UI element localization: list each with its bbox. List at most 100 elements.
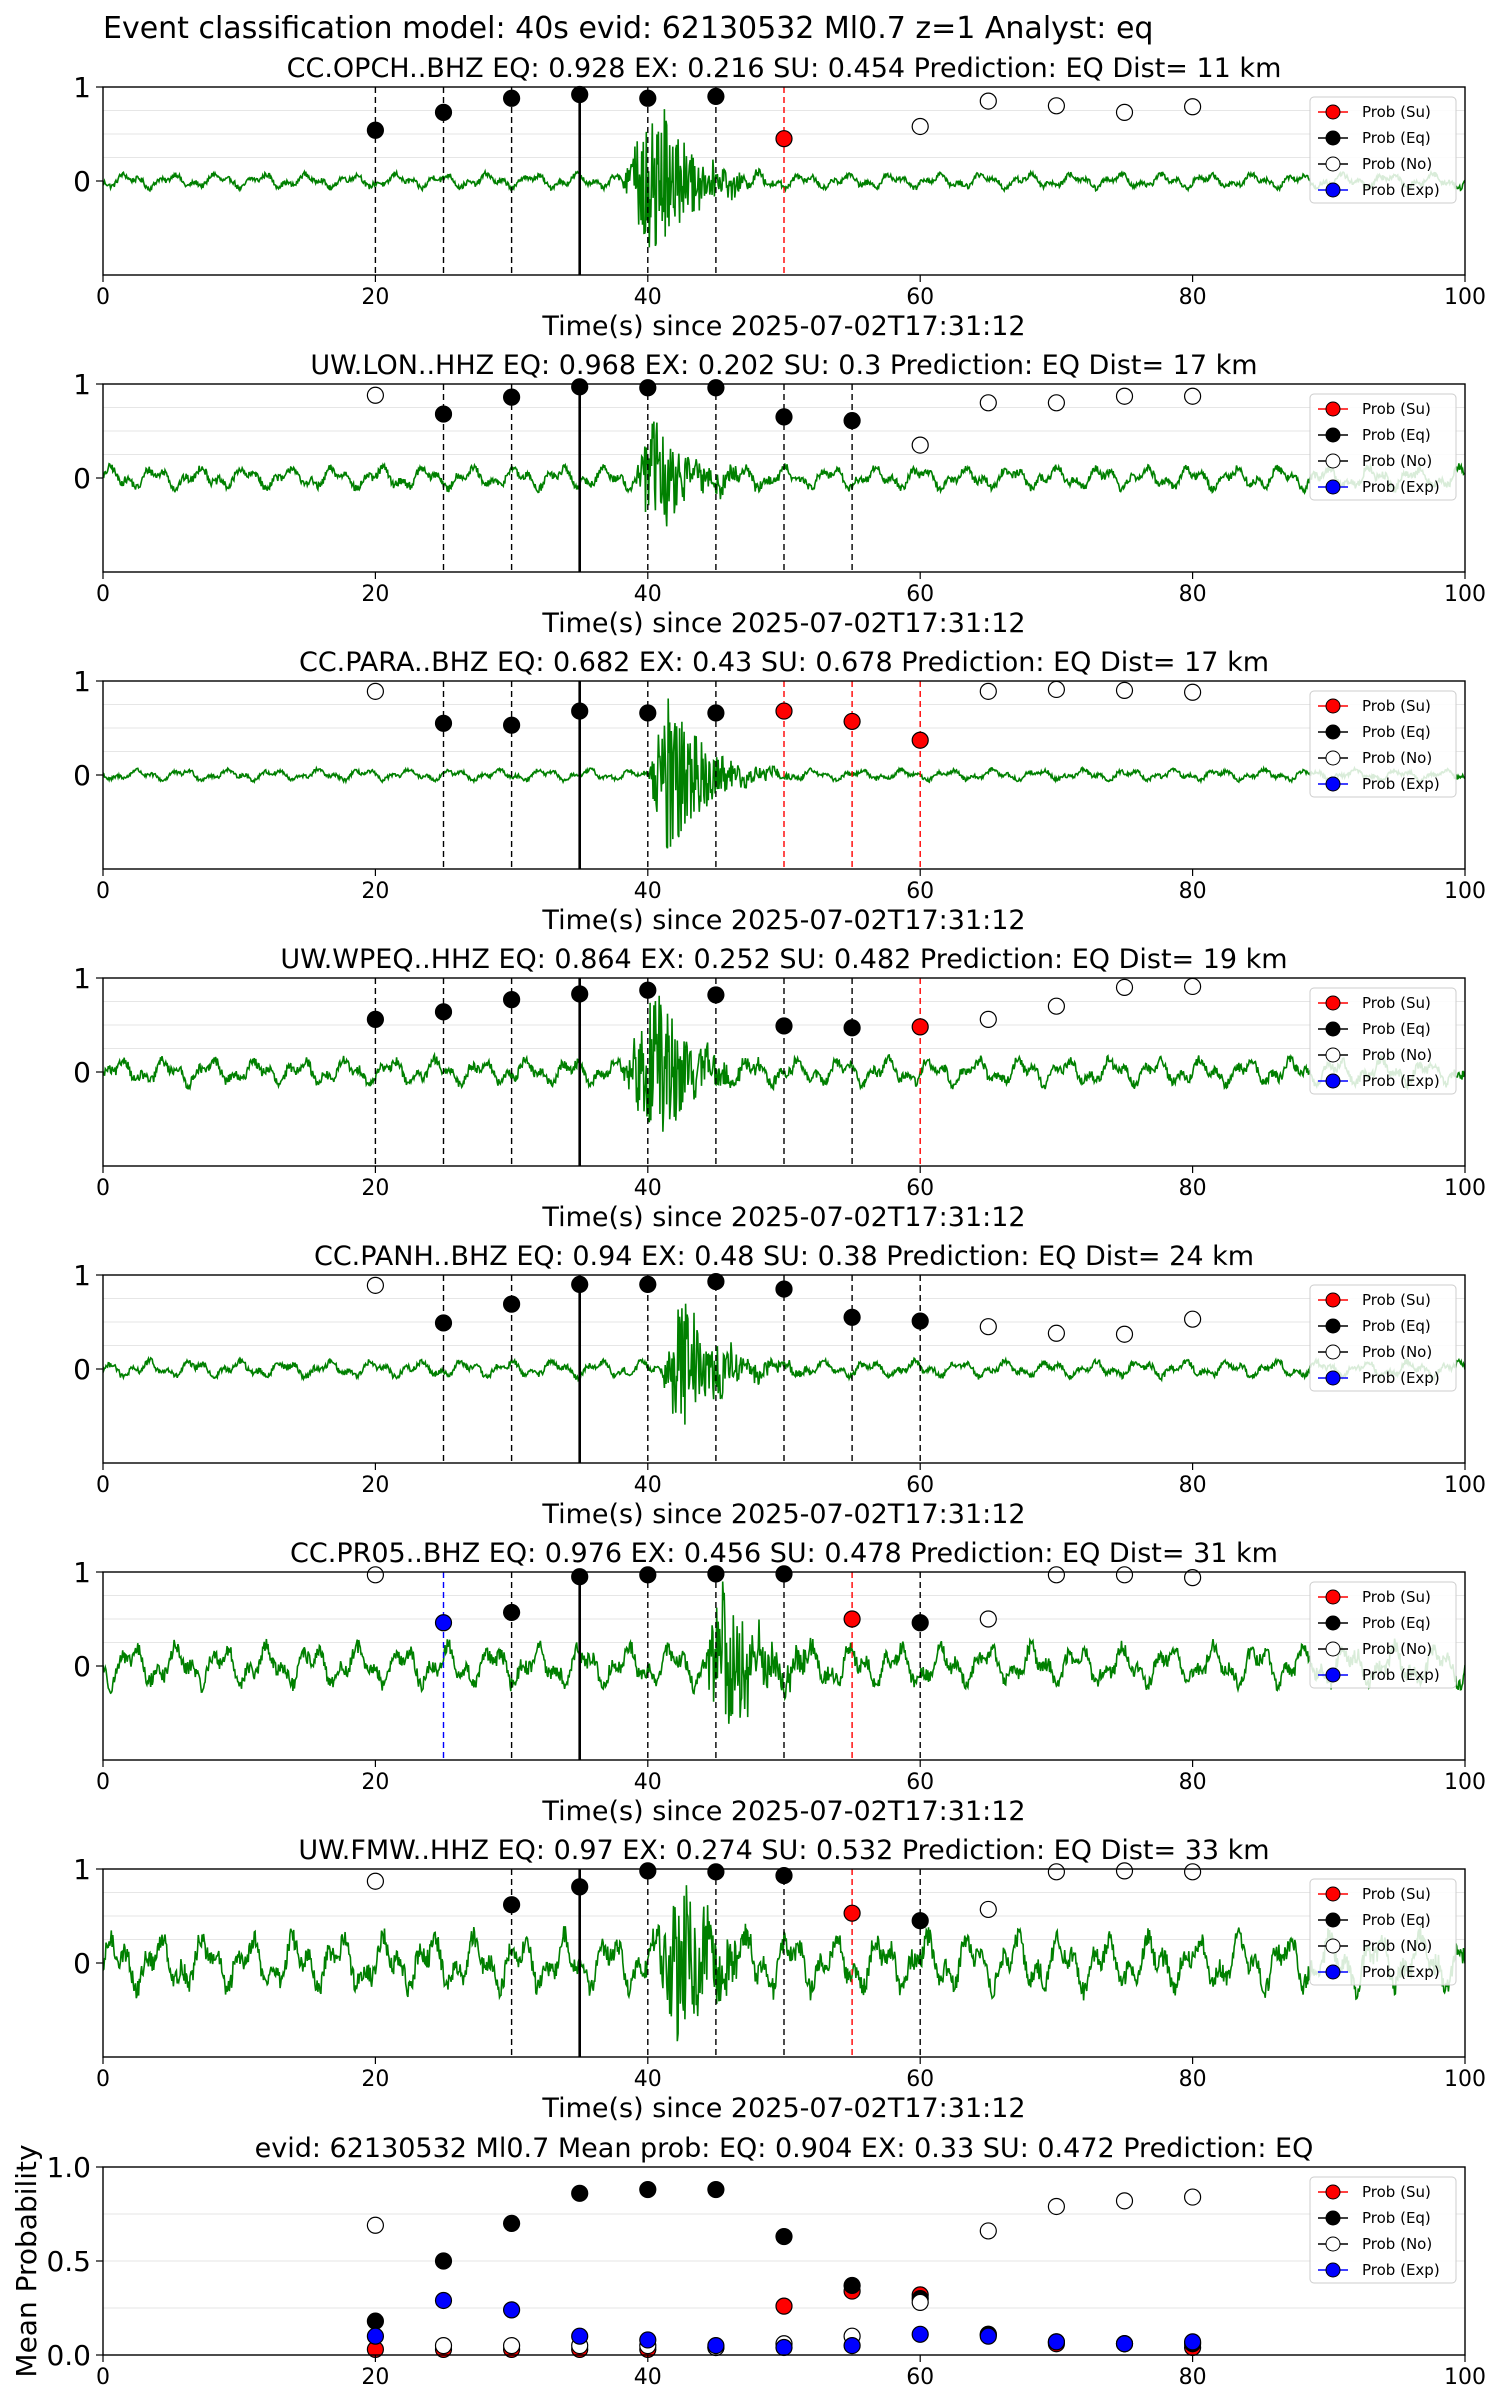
prob-marker-eq (775, 408, 793, 426)
axes-frame (102, 86, 1466, 276)
mean-marker-no (503, 2337, 521, 2355)
x-tick-label: 40 (634, 2365, 662, 2390)
prob-marker-su (843, 1904, 861, 1922)
legend-marker-eq (1325, 427, 1341, 443)
x-tick-label: 20 (361, 582, 389, 607)
x-tick-label: 0 (96, 582, 110, 607)
x-axis-label: Time(s) since 2025-07-02T17:31:12 (541, 1796, 1025, 1827)
legend-box (1309, 393, 1457, 501)
legend-box (1309, 2176, 1457, 2284)
panel-title: CC.PARA..BHZ EQ: 0.682 EX: 0.43 SU: 0.67… (299, 647, 1269, 678)
legend-marker-su (1325, 995, 1341, 1011)
y-tick-label: 0 (73, 1056, 91, 1089)
prob-marker-no (1047, 997, 1066, 1015)
prob-marker-eq (775, 1017, 793, 1035)
panel-title: evid: 62130532 Ml0.7 Mean prob: EQ: 0.90… (255, 2133, 1314, 2164)
prob-marker-no (1115, 681, 1134, 700)
legend-marker-eq (1325, 1912, 1341, 1928)
x-tick-label: 100 (1444, 2067, 1486, 2092)
legend-label-exp: Prob (Exp) (1362, 1072, 1440, 1090)
x-tick-label: 60 (906, 582, 934, 607)
axes-frame (102, 977, 1466, 1167)
mean-marker-no (1183, 2188, 1202, 2206)
prob-marker-no (979, 1318, 997, 1336)
prob-marker-eq (639, 379, 657, 397)
legend-marker-exp (1325, 479, 1341, 495)
x-tick-label: 20 (361, 285, 389, 310)
legend-label-exp: Prob (Exp) (1362, 775, 1440, 793)
panel-4: UW.WPEQ..HHZ EQ: 0.864 EX: 0.252 SU: 0.4… (73, 944, 1486, 1233)
mean-marker-eq (571, 2184, 589, 2202)
legend-label-exp: Prob (Exp) (1362, 1369, 1440, 1387)
legend-marker-no (1325, 1641, 1341, 1657)
x-tick-label: 40 (634, 285, 662, 310)
legend-label-exp: Prob (Exp) (1362, 1666, 1440, 1684)
y-tick-label: 1 (73, 71, 91, 104)
x-tick-label: 60 (906, 1176, 934, 1201)
legend-marker-exp (1325, 1667, 1341, 1683)
panel-title: UW.FMW..HHZ EQ: 0.97 EX: 0.274 SU: 0.532… (298, 1835, 1269, 1866)
legend-label-eq: Prob (Eq) (1362, 2209, 1431, 2227)
prob-marker-no (1115, 103, 1134, 121)
prob-marker-eq (911, 1312, 929, 1330)
prob-marker-no (979, 1010, 997, 1028)
mean-marker-no (979, 2222, 997, 2240)
prob-marker-eq (707, 704, 725, 722)
mean-marker-exp (434, 2291, 453, 2310)
prob-marker-eq (571, 1275, 589, 1294)
x-tick-label: 0 (96, 1473, 110, 1498)
x-tick-label: 80 (1179, 2365, 1207, 2390)
prob-marker-no (1047, 680, 1066, 699)
legend-marker-exp (1325, 182, 1341, 198)
x-tick-label: 0 (96, 285, 110, 310)
x-tick-label: 40 (634, 1473, 662, 1498)
panel-title: UW.WPEQ..HHZ EQ: 0.864 EX: 0.252 SU: 0.4… (280, 944, 1287, 975)
prob-marker-su (775, 130, 793, 148)
axes-frame (102, 1868, 1466, 2058)
legend-box (1309, 1581, 1457, 1689)
prob-marker-no (1115, 978, 1134, 997)
prob-marker-no (911, 117, 929, 136)
prob-marker-eq (707, 1863, 725, 1881)
prob-marker-no (1183, 977, 1202, 996)
x-tick-label: 80 (1179, 582, 1207, 607)
y-tick-label: 1 (73, 665, 91, 698)
prob-marker-no (979, 682, 997, 700)
x-tick-label: 80 (1179, 879, 1207, 904)
x-tick-label: 0 (96, 2365, 110, 2390)
panel-6: CC.PR05..BHZ EQ: 0.976 EX: 0.456 SU: 0.4… (73, 1538, 1486, 1827)
legend-label-exp: Prob (Exp) (1362, 478, 1440, 496)
prob-marker-no (366, 1566, 384, 1584)
legend-marker-eq (1325, 130, 1341, 146)
prob-marker-no (1183, 387, 1202, 405)
legend-marker-eq (1325, 1615, 1341, 1631)
y-tick-label: 0 (73, 1650, 91, 1683)
legend-label-su: Prob (Su) (1362, 1885, 1431, 1903)
legend-marker-eq (1325, 2210, 1341, 2226)
prob-marker-eq (434, 714, 453, 732)
panel-1: CC.OPCH..BHZ EQ: 0.928 EX: 0.216 SU: 0.4… (73, 53, 1486, 342)
legend-label-su: Prob (Su) (1362, 103, 1431, 121)
prob-marker-su (775, 702, 793, 720)
legend-marker-exp (1325, 2262, 1341, 2278)
legend-box (1309, 96, 1457, 204)
x-axis-label: Time(s) since 2025-07-02T17:31:12 (541, 311, 1025, 342)
mean-marker-exp (1183, 2333, 1202, 2351)
mean-marker-no (1047, 2197, 1066, 2216)
mean-marker-exp (571, 2327, 589, 2345)
prob-marker-no (366, 1872, 384, 1890)
prob-marker-su (843, 712, 861, 731)
prob-marker-su (911, 731, 929, 749)
x-tick-label: 0 (96, 2067, 110, 2092)
y-tick-label: 1.0 (46, 2151, 91, 2184)
prob-marker-no (1183, 98, 1202, 116)
prob-marker-no (366, 386, 384, 404)
prob-marker-eq (639, 704, 657, 722)
prob-marker-eq (639, 1566, 657, 1584)
legend-marker-no (1325, 1047, 1341, 1063)
panel-title: CC.OPCH..BHZ EQ: 0.928 EX: 0.216 SU: 0.4… (287, 53, 1282, 84)
legend-marker-no (1325, 1344, 1341, 1360)
prob-marker-no (1183, 1569, 1202, 1587)
panel-title: CC.PANH..BHZ EQ: 0.94 EX: 0.48 SU: 0.38 … (314, 1241, 1254, 1272)
legend-label-eq: Prob (Eq) (1362, 426, 1431, 444)
